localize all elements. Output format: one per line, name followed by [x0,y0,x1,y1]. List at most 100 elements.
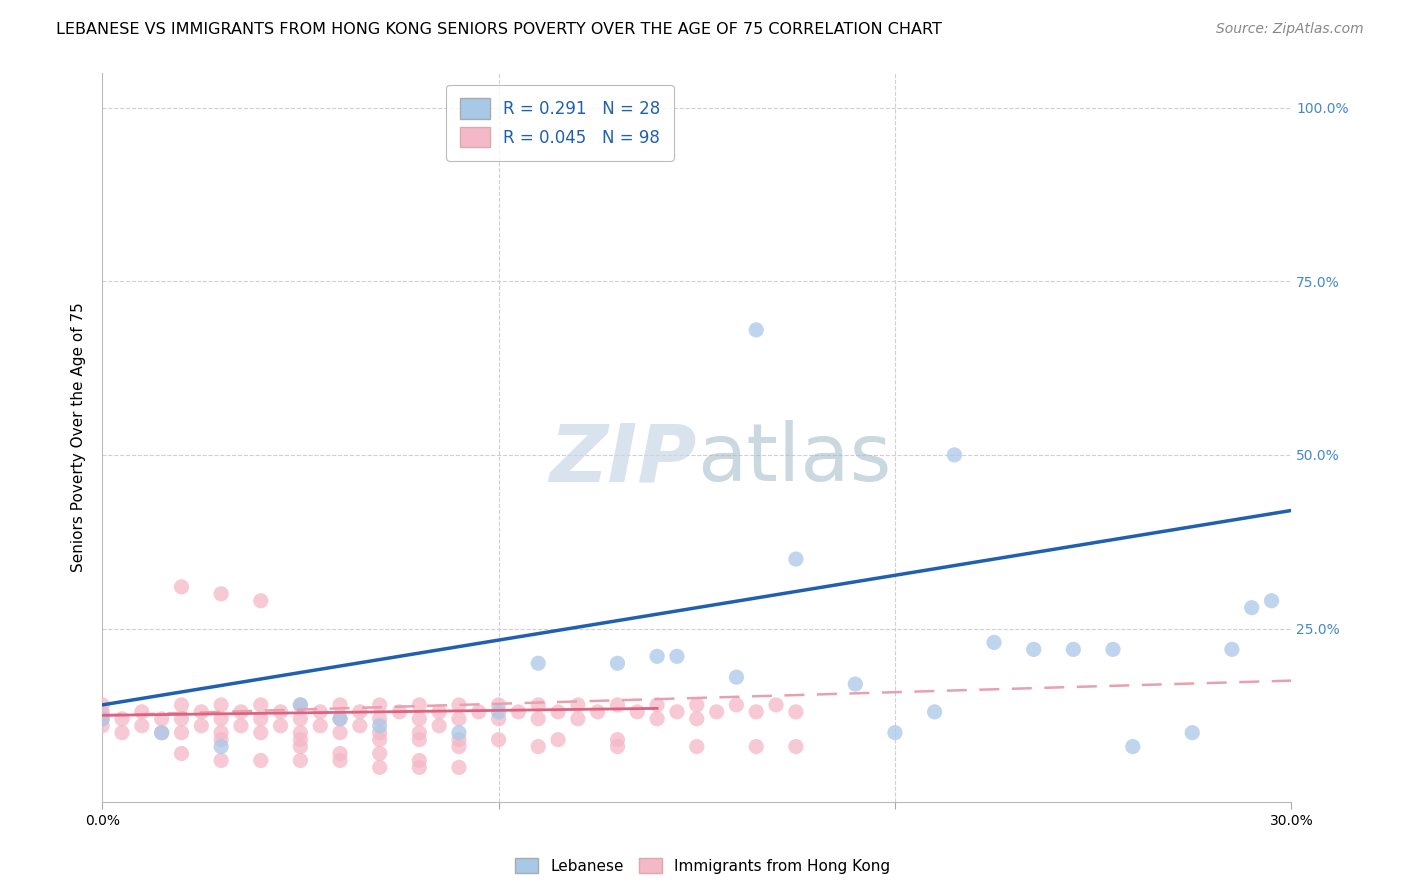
Point [249,593,271,607]
Point [488,732,510,747]
Point [626,705,648,719]
Y-axis label: Seniors Poverty Over the Age of 75: Seniors Poverty Over the Age of 75 [72,302,86,573]
Point [368,732,391,747]
Point [844,677,866,691]
Point [249,725,271,739]
Point [408,725,430,739]
Point [170,698,193,712]
Point [706,705,728,719]
Point [547,732,569,747]
Legend: Lebanese, Immigrants from Hong Kong: Lebanese, Immigrants from Hong Kong [509,852,897,880]
Point [329,725,352,739]
Point [209,732,232,747]
Point [527,739,550,754]
Point [488,698,510,712]
Point [408,760,430,774]
Point [290,732,312,747]
Point [349,719,371,733]
Point [170,747,193,761]
Point [368,719,391,733]
Point [686,712,709,726]
Point [290,698,312,712]
Point [209,712,232,726]
Point [447,732,470,747]
Point [447,698,470,712]
Text: atlas: atlas [697,420,891,499]
Text: LEBANESE VS IMMIGRANTS FROM HONG KONG SENIORS POVERTY OVER THE AGE OF 75 CORRELA: LEBANESE VS IMMIGRANTS FROM HONG KONG SE… [56,22,942,37]
Point [111,712,134,726]
Point [645,698,668,712]
Point [270,719,292,733]
Point [983,635,1005,649]
Point [249,712,271,726]
Point [329,712,352,726]
Point [1181,725,1204,739]
Point [427,705,450,719]
Point [368,760,391,774]
Point [150,712,173,726]
Point [209,754,232,768]
Point [368,747,391,761]
Point [924,705,946,719]
Point [447,760,470,774]
Text: Source: ZipAtlas.com: Source: ZipAtlas.com [1216,22,1364,37]
Point [645,649,668,664]
Point [150,725,173,739]
Point [329,712,352,726]
Point [270,705,292,719]
Point [209,698,232,712]
Point [1220,642,1243,657]
Point [1022,642,1045,657]
Point [1062,642,1084,657]
Point [527,712,550,726]
Point [488,705,510,719]
Point [686,698,709,712]
Point [1122,739,1144,754]
Point [785,552,807,566]
Point [1102,642,1125,657]
Point [427,719,450,733]
Point [131,719,153,733]
Point [884,725,907,739]
Point [745,323,768,337]
Point [150,725,173,739]
Legend: R = 0.291   N = 28, R = 0.045   N = 98: R = 0.291 N = 28, R = 0.045 N = 98 [446,85,673,161]
Point [368,725,391,739]
Point [290,698,312,712]
Point [111,725,134,739]
Point [567,698,589,712]
Point [170,712,193,726]
Point [309,719,332,733]
Point [329,754,352,768]
Point [91,708,114,723]
Point [91,719,114,733]
Point [665,649,688,664]
Point [408,754,430,768]
Point [745,739,768,754]
Point [508,705,530,719]
Point [785,739,807,754]
Point [447,739,470,754]
Point [1240,600,1263,615]
Point [527,698,550,712]
Point [447,725,470,739]
Point [606,739,628,754]
Point [665,705,688,719]
Point [606,732,628,747]
Point [745,705,768,719]
Point [408,712,430,726]
Point [725,698,748,712]
Point [91,712,114,726]
Point [290,739,312,754]
Point [606,698,628,712]
Point [91,698,114,712]
Point [170,725,193,739]
Point [209,587,232,601]
Point [209,739,232,754]
Point [290,754,312,768]
Point [1260,593,1282,607]
Point [606,657,628,671]
Point [943,448,966,462]
Point [527,657,550,671]
Point [91,712,114,726]
